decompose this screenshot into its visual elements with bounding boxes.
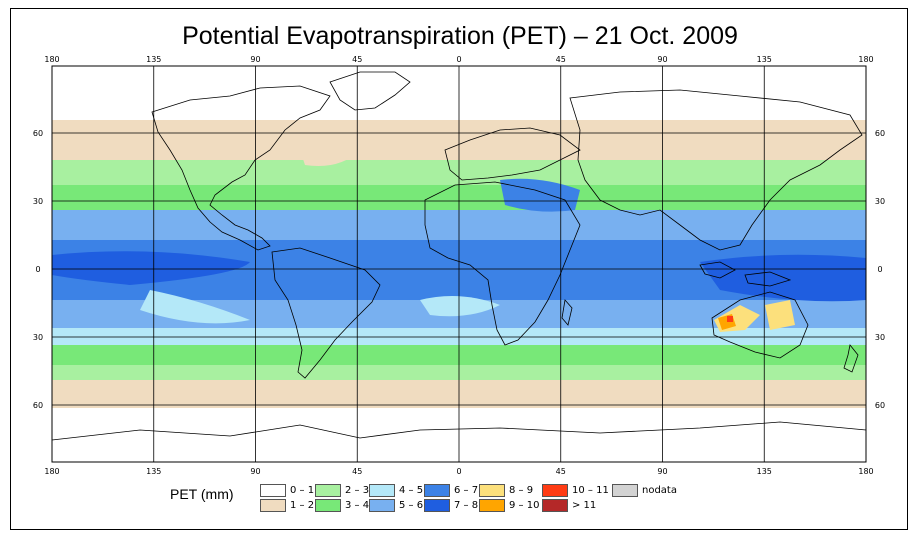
lon-label-top: 45	[352, 55, 362, 64]
legend-label: 0 – 1	[290, 485, 315, 496]
legend-title: PET (mm)	[170, 486, 234, 502]
legend-label: 1 – 2	[290, 500, 315, 511]
patch-pacific	[52, 251, 250, 285]
lon-label-top: 0	[456, 55, 461, 64]
lon-label-top: 180	[858, 55, 873, 64]
antarctica-outline	[52, 421, 866, 441]
legend-swatch	[315, 499, 341, 512]
patch-australia-east-8-9	[765, 300, 795, 330]
lat-label-right: 30	[875, 197, 885, 206]
madagascar-outline	[561, 299, 573, 326]
legend-swatch	[315, 484, 341, 497]
legend-label: 10 – 11	[572, 485, 609, 496]
lat-labels-left: 60 30 0 30 60	[33, 129, 43, 410]
patch-australia-10-11	[727, 316, 733, 322]
coastlines	[52, 71, 866, 441]
legend-label: 6 – 7	[454, 485, 479, 496]
legend-label: 8 – 9	[509, 485, 534, 496]
legend-swatch	[369, 484, 395, 497]
lat-label-right: 0	[877, 265, 882, 274]
figure-frame	[10, 8, 908, 530]
lon-label-bottom: 135	[757, 467, 772, 476]
legend-label: 2 – 3	[345, 485, 370, 496]
lon-label-bottom: 90	[657, 467, 667, 476]
patch-south-pacific	[140, 290, 250, 324]
lon-label-bottom: 0	[456, 467, 461, 476]
australia-outline	[711, 291, 809, 359]
lat-label-right: 60	[875, 129, 885, 138]
borneo-outline	[699, 261, 736, 279]
lon-label-top: 90	[250, 55, 260, 64]
legend-label: > 11	[572, 500, 597, 511]
lat-label-left: 30	[33, 333, 43, 342]
patch-west-pacific	[700, 254, 866, 302]
lat-label-left: 0	[35, 265, 40, 274]
map-border	[51, 65, 867, 463]
lat-label-left: 60	[33, 401, 43, 410]
lon-label-top: 135	[757, 55, 772, 64]
patch-south-atlantic	[420, 296, 500, 317]
legend-label: 9 – 10	[509, 500, 540, 511]
lat-label-right: 30	[875, 333, 885, 342]
africa-outline	[424, 181, 581, 346]
lon-labels-bottom: 180 135 90 45 0 45 90 135 180	[44, 467, 873, 476]
map-title: Potential Evapotranspiration (PET) – 21 …	[182, 22, 738, 50]
legend-swatch	[369, 499, 395, 512]
patch-atlantic-north	[300, 145, 360, 166]
new-zealand-outline	[843, 344, 859, 373]
lon-label-bottom: 180	[858, 467, 873, 476]
legend-swatch	[479, 499, 505, 512]
legend-label: 5 – 6	[399, 500, 424, 511]
legend-label: 3 – 4	[345, 500, 370, 511]
legend-swatch	[479, 484, 505, 497]
lon-label-bottom: 45	[556, 467, 566, 476]
lon-label-bottom: 45	[352, 467, 362, 476]
europe-outline	[444, 127, 581, 181]
lat-label-left: 60	[33, 129, 43, 138]
lat-labels-right: 60 30 0 30 60	[875, 129, 885, 410]
lat-label-right: 60	[875, 401, 885, 410]
legend-swatch	[260, 499, 286, 512]
legend-swatch	[260, 484, 286, 497]
lon-label-bottom: 90	[250, 467, 260, 476]
graticule	[52, 66, 866, 462]
legend-label: 7 – 8	[454, 500, 479, 511]
lat-label-left: 30	[33, 197, 43, 206]
lon-label-top: 135	[146, 55, 161, 64]
legend-swatch	[612, 484, 638, 497]
lon-label-bottom: 135	[146, 467, 161, 476]
legend-swatch	[424, 484, 450, 497]
north-america-outline	[151, 85, 331, 251]
asia-outline	[569, 89, 863, 251]
legend-label: 4 – 5	[399, 485, 424, 496]
lon-label-bottom: 180	[44, 467, 59, 476]
lon-label-top: 45	[556, 55, 566, 64]
legend-swatch	[424, 499, 450, 512]
legend-label: nodata	[642, 485, 677, 496]
lon-label-top: 90	[657, 55, 667, 64]
south-america-outline	[271, 247, 381, 379]
lon-labels-top: 180 135 90 45 0 45 90 135 180	[44, 55, 873, 64]
legend-swatch	[542, 484, 568, 497]
greenland-outline	[329, 71, 411, 111]
new-guinea-outline	[744, 271, 792, 287]
legend-swatch	[542, 499, 568, 512]
lon-label-top: 180	[44, 55, 59, 64]
